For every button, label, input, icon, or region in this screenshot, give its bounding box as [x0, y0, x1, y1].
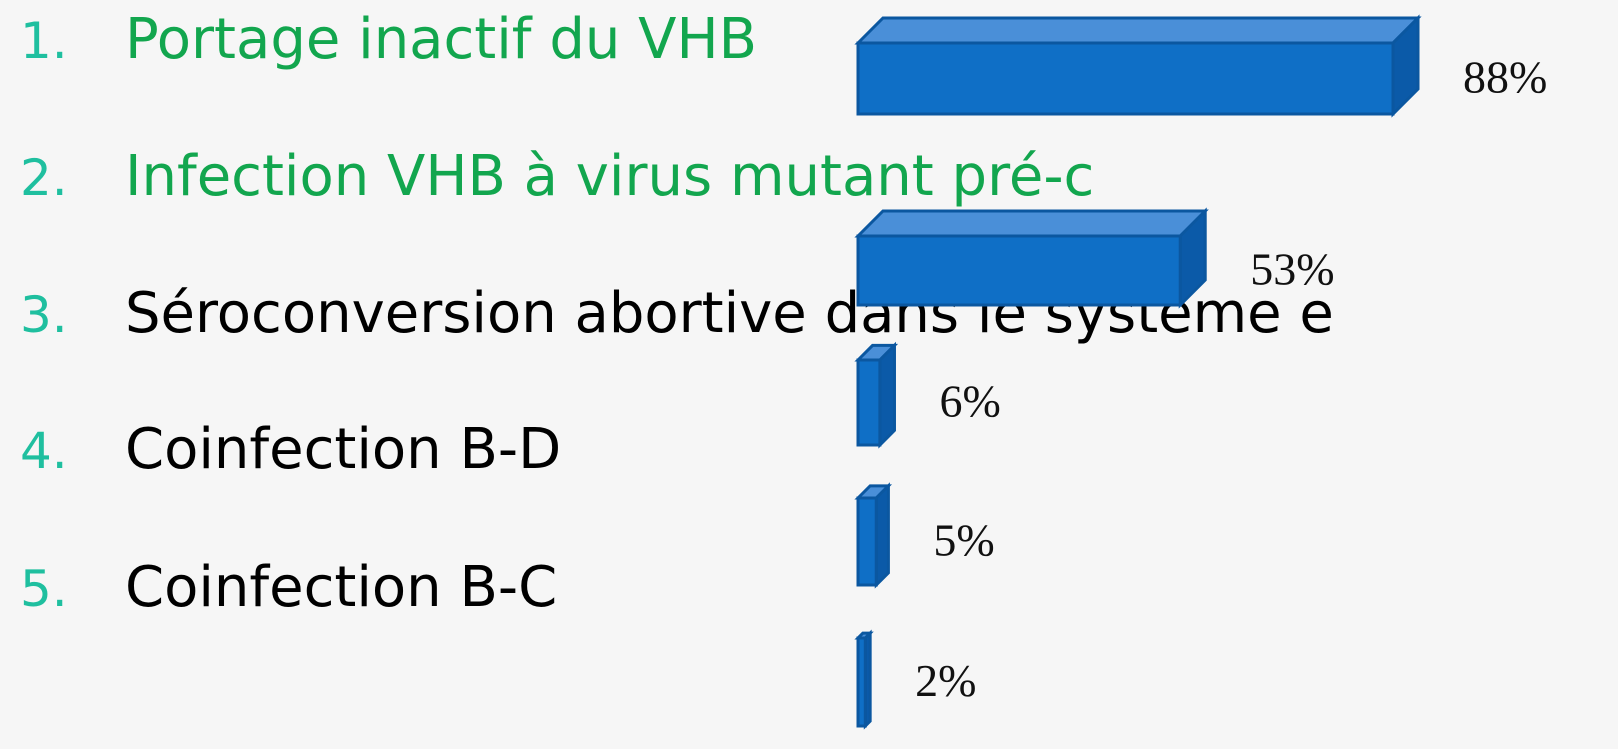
list-item: Portage inactif du VHB	[125, 7, 757, 72]
bar-top	[854, 16, 1422, 45]
bar	[854, 14, 1422, 118]
value-label: 53%	[1250, 244, 1334, 295]
value-label: 2%	[915, 655, 976, 706]
bar	[854, 207, 1209, 309]
list-number: 4.	[20, 422, 68, 480]
bar-front	[856, 636, 867, 728]
list-item: Infection VHB à virus mutant pré-c	[125, 144, 1094, 209]
bar-front	[856, 496, 878, 587]
bar-front	[856, 41, 1395, 116]
list-number: 3.	[20, 286, 68, 344]
list-item: Coinfection B-D	[125, 417, 561, 482]
bar	[854, 629, 874, 730]
value-label: 6%	[939, 376, 1000, 427]
list-number: 2.	[20, 149, 68, 207]
bar-side	[878, 341, 896, 449]
bar-top	[854, 209, 1209, 238]
bar-front	[856, 358, 882, 447]
list-number: 5.	[20, 560, 68, 618]
bar	[854, 341, 899, 449]
value-label: 88%	[1463, 52, 1547, 103]
list-number: 1.	[20, 12, 68, 70]
value-label: 5%	[933, 515, 994, 566]
bar	[854, 482, 893, 589]
bar-front	[856, 234, 1182, 307]
bar-side	[874, 482, 890, 589]
list-item: Coinfection B-C	[125, 555, 557, 620]
